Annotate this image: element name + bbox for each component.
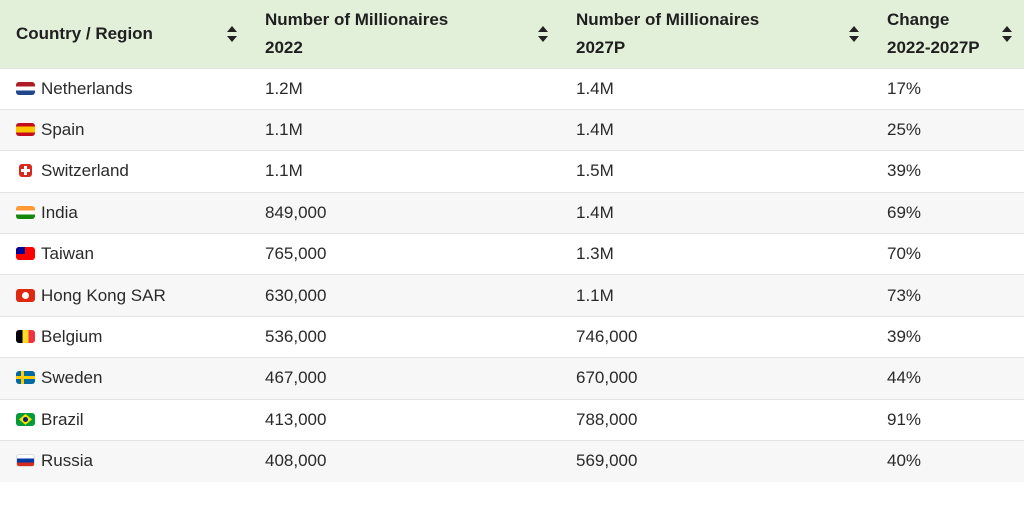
millionaires-2022-cell: 536,000 (265, 327, 327, 347)
millionaires-2022-cell: 1.2M (265, 78, 303, 98)
column-header-change[interactable]: Change 2022-2027P (871, 0, 1024, 68)
millionaires-2027p-cell: 1.4M (576, 120, 614, 140)
table-row: Hong Kong SAR 630,000 1.1M 73% (0, 274, 1024, 317)
country-cell: Switzerland (0, 151, 249, 192)
spain-flag-icon (16, 123, 35, 137)
sort-icon[interactable] (227, 25, 237, 42)
millionaires-2022-cell: 765,000 (265, 244, 327, 264)
hong-kong-flag-icon (16, 288, 35, 302)
column-header-millionaires-2022[interactable]: Number of Millionaires 2022 (249, 0, 560, 68)
change-cell: 91% (887, 409, 922, 429)
millionaires-2022-cell: 467,000 (265, 368, 327, 388)
taiwan-flag-icon (16, 247, 35, 261)
sweden-flag-icon (16, 371, 35, 385)
country-cell: Taiwan (0, 234, 249, 275)
header-label: Number of Millionaires 2027P (576, 9, 760, 57)
change-cell: 25% (887, 120, 922, 140)
millionaires-table: Country / Region Number of Millionaires … (0, 0, 1024, 482)
millionaires-2022-cell: 630,000 (265, 285, 327, 305)
change-cell: 73% (887, 285, 922, 305)
change-cell: 70% (887, 244, 922, 264)
table-row: Spain 1.1M 1.4M 25% (0, 109, 1024, 151)
millionaires-2027p-cell: 788,000 (576, 409, 638, 429)
country-cell: Brazil (0, 399, 249, 440)
change-cell: 39% (887, 327, 922, 347)
millionaires-2027p-cell: 1.4M (576, 202, 614, 222)
millionaires-2022-cell: 413,000 (265, 409, 327, 429)
table-row: Sweden 467,000 670,000 44% (0, 357, 1024, 400)
table-header: Country / Region Number of Millionaires … (0, 0, 1024, 68)
sort-icon[interactable] (1002, 25, 1012, 42)
change-cell: 17% (887, 78, 922, 98)
table-row: Russia 408,000 569,000 40% (0, 440, 1024, 482)
table-row: Brazil 413,000 788,000 91% (0, 399, 1024, 440)
table-body: Netherlands 1.2M 1.4M 17% Spain 1.1M 1.4… (0, 68, 1024, 482)
millionaires-2027p-cell: 746,000 (576, 327, 638, 347)
sort-icon[interactable] (849, 25, 859, 42)
header-label: Change 2022-2027P (887, 9, 980, 57)
change-cell: 39% (887, 161, 922, 181)
change-cell: 44% (887, 368, 922, 388)
sort-icon[interactable] (538, 25, 548, 42)
header-row: Country / Region Number of Millionaires … (0, 0, 1024, 68)
table-row: Switzerland 1.1M 1.5M 39% (0, 150, 1024, 192)
change-cell: 40% (887, 451, 922, 471)
country-cell: India (0, 192, 249, 233)
table-row: India 849,000 1.4M 69% (0, 192, 1024, 234)
country-cell: Russia (0, 441, 249, 482)
table-row: Netherlands 1.2M 1.4M 17% (0, 68, 1024, 109)
country-cell: Netherlands (0, 68, 249, 109)
switzerland-flag-icon (19, 164, 32, 178)
millionaires-2022-cell: 849,000 (265, 202, 327, 222)
india-flag-icon (16, 205, 35, 219)
millionaires-2027p-cell: 1.1M (576, 285, 614, 305)
brazil-flag-icon (16, 412, 35, 426)
millionaires-2022-cell: 1.1M (265, 120, 303, 140)
country-cell: Belgium (0, 316, 249, 357)
belgium-flag-icon (16, 330, 35, 344)
change-cell: 69% (887, 202, 922, 222)
header-label: Country / Region (16, 23, 153, 43)
millionaires-2027p-cell: 1.4M (576, 78, 614, 98)
column-header-millionaires-2027p[interactable]: Number of Millionaires 2027P (560, 0, 871, 68)
millionaires-2027p-cell: 670,000 (576, 368, 638, 388)
millionaires-2022-cell: 1.1M (265, 161, 303, 181)
header-label: Number of Millionaires 2022 (265, 9, 449, 57)
table-row: Belgium 536,000 746,000 39% (0, 316, 1024, 357)
country-cell: Sweden (0, 358, 249, 399)
netherlands-flag-icon (16, 81, 35, 95)
russia-flag-icon (16, 454, 35, 468)
millionaires-2027p-cell: 569,000 (576, 451, 638, 471)
country-cell: Spain (0, 109, 249, 150)
country-cell: Hong Kong SAR (0, 275, 249, 316)
millionaires-2022-cell: 408,000 (265, 451, 327, 471)
millionaires-2027p-cell: 1.5M (576, 161, 614, 181)
column-header-country[interactable]: Country / Region (0, 0, 249, 68)
table-row: Taiwan 765,000 1.3M 70% (0, 233, 1024, 275)
millionaires-2027p-cell: 1.3M (576, 244, 614, 264)
